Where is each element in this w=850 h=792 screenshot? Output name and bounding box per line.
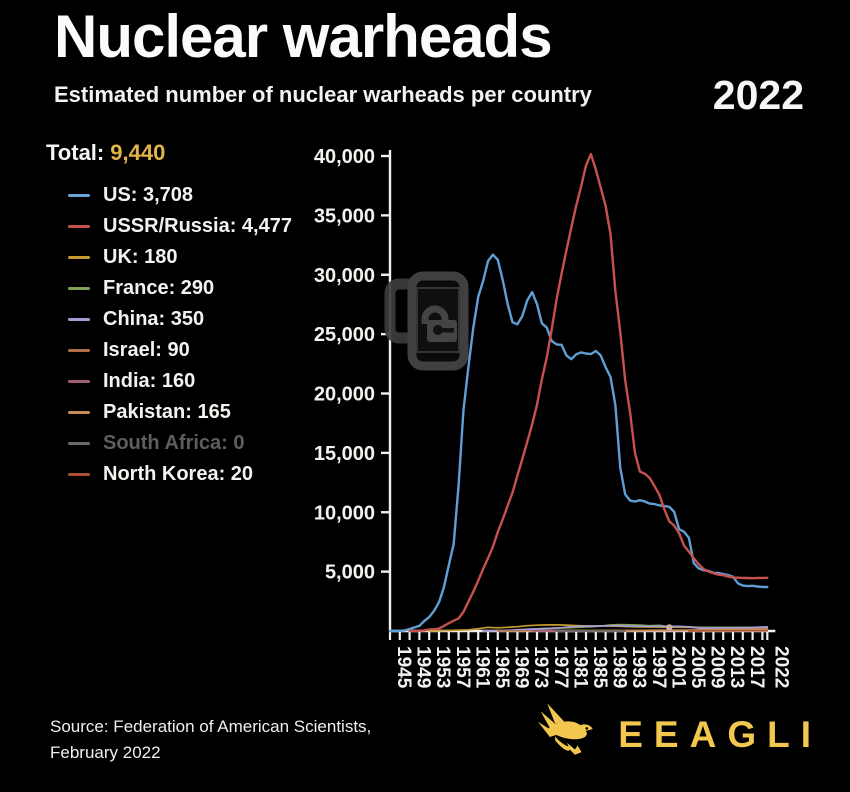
- x-tick-label: 1993: [628, 646, 649, 688]
- page-subtitle: Estimated number of nuclear warheads per…: [54, 82, 592, 107]
- y-tick-label: 25,000: [314, 324, 375, 346]
- legend-item-label: India: 160: [103, 370, 196, 392]
- device-lock-watermark-icon: [384, 268, 474, 374]
- legend-item-south-africa: South Africa: 0: [46, 428, 292, 459]
- page-title: Nuclear warheads: [54, 3, 553, 70]
- legend-dash-icon: [68, 349, 90, 352]
- legend-dash-icon: [68, 225, 90, 228]
- legend-dash-icon: [68, 380, 90, 383]
- x-tick-label: 1981: [569, 646, 590, 689]
- legend-dash-icon: [68, 318, 90, 321]
- x-tick-label: 2001: [667, 646, 688, 689]
- legend-item-label: South Africa: 0: [103, 432, 245, 454]
- x-tick-label: 1969: [511, 646, 532, 688]
- x-tick-label: 1997: [648, 646, 669, 688]
- x-tick-label: 1989: [609, 646, 630, 688]
- legend-dash-icon: [68, 256, 90, 259]
- y-tick-label: 20,000: [314, 384, 375, 406]
- legend-item-label: USSR/Russia: 4,477: [103, 215, 292, 237]
- x-tick-label: 2017: [746, 646, 767, 688]
- x-tick-label: 2005: [687, 646, 708, 689]
- legend-dash-icon: [68, 442, 90, 445]
- legend-dash-icon: [68, 473, 90, 476]
- source-line-1: Source: Federation of American Scientist…: [50, 717, 372, 736]
- legend-item-china: China: 350: [46, 304, 292, 335]
- legend-item-north-korea: North Korea: 20: [46, 459, 292, 490]
- series-line-china: [482, 624, 769, 632]
- brand-logo: EEAGLI: [538, 702, 822, 768]
- legend-item-label: France: 290: [103, 277, 215, 299]
- line-chart: 5,000 10,000 15,000 20,000 25,000 30,000 35,00…: [280, 130, 840, 720]
- legend-item-india: India: 160: [46, 366, 292, 397]
- legend-item-label: UK: 180: [103, 246, 178, 268]
- x-tick-label: 1985: [589, 646, 610, 689]
- legend-item-us: US: 3,708: [46, 180, 292, 211]
- y-tick-label: 30,000: [314, 265, 375, 287]
- legend-item-label: Pakistan: 165: [103, 401, 231, 423]
- y-tick-label: 35,000: [314, 205, 375, 227]
- legend-total-label: Total:: [46, 140, 105, 165]
- legend-item-label: China: 350: [103, 308, 205, 330]
- legend-total-value: 9,440: [110, 140, 166, 165]
- legend-item-uk: UK: 180: [46, 242, 292, 273]
- y-tick-label: 40,000: [314, 146, 375, 168]
- x-tick-label: 2009: [707, 646, 728, 688]
- x-tick-label: 1953: [432, 646, 453, 688]
- x-tick-label: 1945: [393, 646, 414, 689]
- x-tick-label: 1949: [413, 646, 434, 688]
- series-line-ussr-russia: [408, 152, 769, 633]
- x-tick-label: 2022: [770, 646, 791, 688]
- x-tick-label: 2013: [726, 646, 747, 688]
- eeagli-eagle-icon: [538, 703, 594, 755]
- brand-name: EEAGLI: [618, 714, 822, 755]
- y-tick-label: 15,000: [314, 443, 375, 465]
- chart-canvas: 5,000 10,000 15,000 20,000 25,000 30,000 35,00…: [314, 146, 791, 689]
- y-tick-label: 5,000: [325, 562, 375, 584]
- x-tick-label: 1977: [550, 646, 571, 688]
- legend-item-pakistan: Pakistan: 165: [46, 397, 292, 428]
- legend-dash-icon: [68, 287, 90, 290]
- legend-total: Total: 9,440: [46, 140, 292, 166]
- legend-item-israel: Israel: 90: [46, 335, 292, 366]
- source-note: Source: Federation of American Scientist…: [50, 714, 371, 766]
- legend-item-label: Israel: 90: [103, 339, 190, 361]
- legend-item-france: France: 290: [46, 273, 292, 304]
- x-tick-label: 1973: [530, 646, 551, 688]
- year-badge: 2022: [712, 72, 804, 118]
- legend-item-label: North Korea: 20: [103, 463, 254, 485]
- legend: Total: 9,440 US: 3,708 USSR/Russia: 4,477 U…: [46, 140, 292, 490]
- legend-item-label: US: 3,708: [103, 184, 194, 206]
- y-tick-label: 10,000: [314, 502, 375, 524]
- x-tick-label: 1957: [452, 646, 473, 688]
- baseline-marker-dot: [666, 624, 673, 631]
- source-line-2: February 2022: [50, 743, 161, 762]
- legend-dash-icon: [68, 194, 90, 197]
- legend-item-ussr-russia: USSR/Russia: 4,477: [46, 211, 292, 242]
- x-tick-label: 1961: [471, 646, 492, 689]
- legend-items: US: 3,708 USSR/Russia: 4,477 UK: 180 France…: [46, 180, 292, 490]
- legend-dash-icon: [68, 411, 90, 414]
- x-tick-label: 1965: [491, 646, 512, 689]
